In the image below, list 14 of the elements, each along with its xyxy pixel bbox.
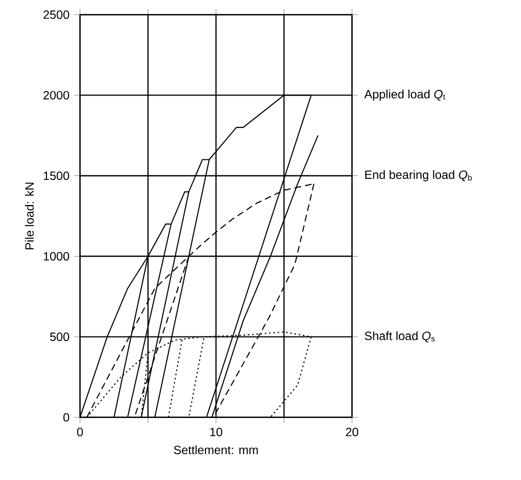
x-tick-label: 0 bbox=[77, 428, 83, 436]
y-tick-label: 2000 bbox=[44, 90, 70, 100]
y-tick-label: 0 bbox=[63, 413, 70, 422]
y-tick-label: 2500 bbox=[44, 10, 70, 19]
text: Applied load Q$_{t}$ bbox=[364, 90, 446, 101]
x-tick-label: 20 bbox=[346, 428, 358, 436]
y-axis-title: Pile load: kN bbox=[24, 182, 34, 250]
y-tick-label: 1000 bbox=[44, 252, 70, 261]
x-axis-title: Settlement: mm bbox=[174, 445, 258, 454]
text: End bearing load Q$_{b}$ bbox=[365, 170, 472, 182]
y-tick-label: 500 bbox=[50, 332, 70, 342]
text: Shaft load Q$_{s}$ bbox=[364, 331, 435, 342]
y-tick-label: 1500 bbox=[44, 171, 70, 180]
x-tick-label: 10 bbox=[210, 428, 222, 436]
